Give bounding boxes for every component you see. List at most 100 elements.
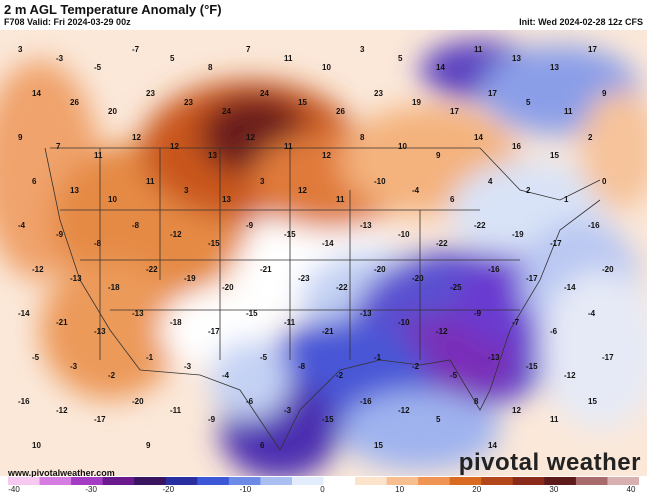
anomaly-value: 3 bbox=[18, 45, 23, 54]
anomaly-value: 23 bbox=[146, 89, 155, 98]
anomaly-value: -12 bbox=[564, 371, 576, 380]
anomaly-value: -22 bbox=[336, 283, 348, 292]
anomaly-value: 14 bbox=[488, 441, 497, 450]
anomaly-value: 12 bbox=[512, 406, 521, 415]
anomaly-value: 11 bbox=[284, 142, 293, 151]
anomaly-value: -15 bbox=[322, 415, 334, 424]
anomaly-value: 17 bbox=[488, 89, 497, 98]
anomaly-value: -19 bbox=[184, 274, 196, 283]
anomaly-value: 5 bbox=[526, 98, 531, 107]
anomaly-value: 13 bbox=[550, 63, 559, 72]
anomaly-value: 4 bbox=[488, 177, 493, 186]
anomaly-value: -17 bbox=[208, 327, 220, 336]
colorbar-segment bbox=[197, 477, 230, 485]
anomaly-value: 8 bbox=[474, 397, 479, 406]
website-url: www.pivotalweather.com bbox=[8, 468, 115, 478]
colorbar-segment bbox=[134, 477, 167, 485]
anomaly-value: 7 bbox=[56, 142, 61, 151]
anomaly-value: -16 bbox=[588, 221, 600, 230]
anomaly-value: 12 bbox=[246, 133, 255, 142]
anomaly-value: -10 bbox=[398, 230, 410, 239]
east-coast bbox=[489, 199, 601, 391]
anomaly-value: -14 bbox=[564, 283, 576, 292]
anomaly-value: -15 bbox=[284, 230, 296, 239]
anomaly-value: 14 bbox=[32, 89, 41, 98]
anomaly-value: -12 bbox=[436, 327, 448, 336]
anomaly-value: 5 bbox=[436, 415, 441, 424]
anomaly-value: 15 bbox=[298, 98, 307, 107]
anomaly-value: -21 bbox=[260, 265, 272, 274]
state-lines-horizontal bbox=[60, 209, 520, 311]
colorbar bbox=[8, 477, 639, 485]
colorbar-segment bbox=[39, 477, 72, 485]
anomaly-value: 9 bbox=[602, 89, 607, 98]
anomaly-value: 3 bbox=[360, 45, 365, 54]
anomaly-value: 11 bbox=[146, 177, 155, 186]
anomaly-value: 13 bbox=[222, 195, 231, 204]
valid-time: F708 Valid: Fri 2024-03-29 00z bbox=[4, 17, 131, 27]
colorbar-segment bbox=[481, 477, 514, 485]
init-time: Init: Wed 2024-02-28 12z CFS bbox=[519, 17, 643, 27]
anomaly-value: -5 bbox=[260, 353, 268, 362]
anomaly-value: -6 bbox=[550, 327, 558, 336]
anomaly-value: 23 bbox=[374, 89, 383, 98]
anomaly-map: 3 -3 -5 -7 5 8 7 11 10 3 5 14 11 13 13 17 14 26 20 23 23 24 24… bbox=[0, 30, 647, 476]
colorbar-ticks: -40 -30 -20 -10 0 10 20 30 40 bbox=[0, 485, 647, 499]
anomaly-value: -3 bbox=[70, 362, 78, 371]
anomaly-value: 5 bbox=[170, 54, 175, 63]
anomaly-value: -20 bbox=[222, 283, 234, 292]
anomaly-value: -9 bbox=[246, 221, 254, 230]
colorbar-segment bbox=[386, 477, 419, 485]
anomaly-value: 11 bbox=[550, 415, 559, 424]
anomaly-value: -25 bbox=[450, 283, 462, 292]
anomaly-value: -13 bbox=[360, 221, 372, 230]
colorbar-segment bbox=[355, 477, 388, 485]
anomaly-value: -14 bbox=[18, 309, 30, 318]
colorbar-segment bbox=[607, 477, 639, 485]
anomaly-value: 17 bbox=[450, 107, 459, 116]
colorbar-tick-label: -30 bbox=[85, 485, 97, 494]
anomaly-value: -16 bbox=[488, 265, 500, 274]
colorbar-segment bbox=[165, 477, 198, 485]
anomaly-value: 13 bbox=[208, 151, 217, 160]
colorbar-segment bbox=[418, 477, 451, 485]
anomaly-value: -5 bbox=[450, 371, 458, 380]
colorbar-segment bbox=[512, 477, 545, 485]
anomaly-map-svg: 3-3-5-7587111035141113131714262023232424… bbox=[0, 30, 647, 476]
anomaly-value: -8 bbox=[132, 221, 140, 230]
anomaly-value: -15 bbox=[208, 239, 220, 248]
anomaly-value: -8 bbox=[298, 362, 306, 371]
anomaly-value: -7 bbox=[132, 45, 140, 54]
anomaly-value: 9 bbox=[146, 441, 151, 450]
anomaly-value: 2 bbox=[588, 133, 593, 142]
anomaly-value: -1 bbox=[374, 353, 382, 362]
colorbar-tick-label: -40 bbox=[8, 485, 20, 494]
anomaly-value: -18 bbox=[170, 318, 182, 327]
colorbar-segment bbox=[291, 477, 325, 485]
colorbar-tick-label: 10 bbox=[395, 485, 405, 494]
anomaly-value: -2 bbox=[108, 371, 116, 380]
colorbar-segment bbox=[260, 477, 293, 485]
anomaly-value: 5 bbox=[398, 54, 403, 63]
anomaly-value: -12 bbox=[170, 230, 182, 239]
anomaly-value: -23 bbox=[298, 274, 310, 283]
anomaly-value: -7 bbox=[512, 318, 520, 327]
anomaly-value: 12 bbox=[132, 133, 141, 142]
anomaly-value: 3 bbox=[184, 186, 189, 195]
anomaly-value: -15 bbox=[526, 362, 538, 371]
anomaly-value: -5 bbox=[32, 353, 40, 362]
anomaly-value: 6 bbox=[450, 195, 455, 204]
colorbar-tick-label: 0 bbox=[320, 485, 325, 494]
anomaly-value: 13 bbox=[512, 54, 521, 63]
anomaly-value: 20 bbox=[108, 107, 117, 116]
anomaly-value: -11 bbox=[284, 318, 296, 327]
colorbar-segment bbox=[323, 477, 356, 485]
colorbar-segment bbox=[449, 477, 482, 485]
colorbar-segment bbox=[8, 477, 41, 485]
state-lines-vertical bbox=[99, 148, 421, 360]
colorbar-segment bbox=[228, 477, 261, 485]
anomaly-value: -9 bbox=[474, 309, 482, 318]
anomaly-value: 10 bbox=[322, 63, 331, 72]
anomaly-value: -20 bbox=[374, 265, 386, 274]
anomaly-value: 19 bbox=[412, 98, 421, 107]
